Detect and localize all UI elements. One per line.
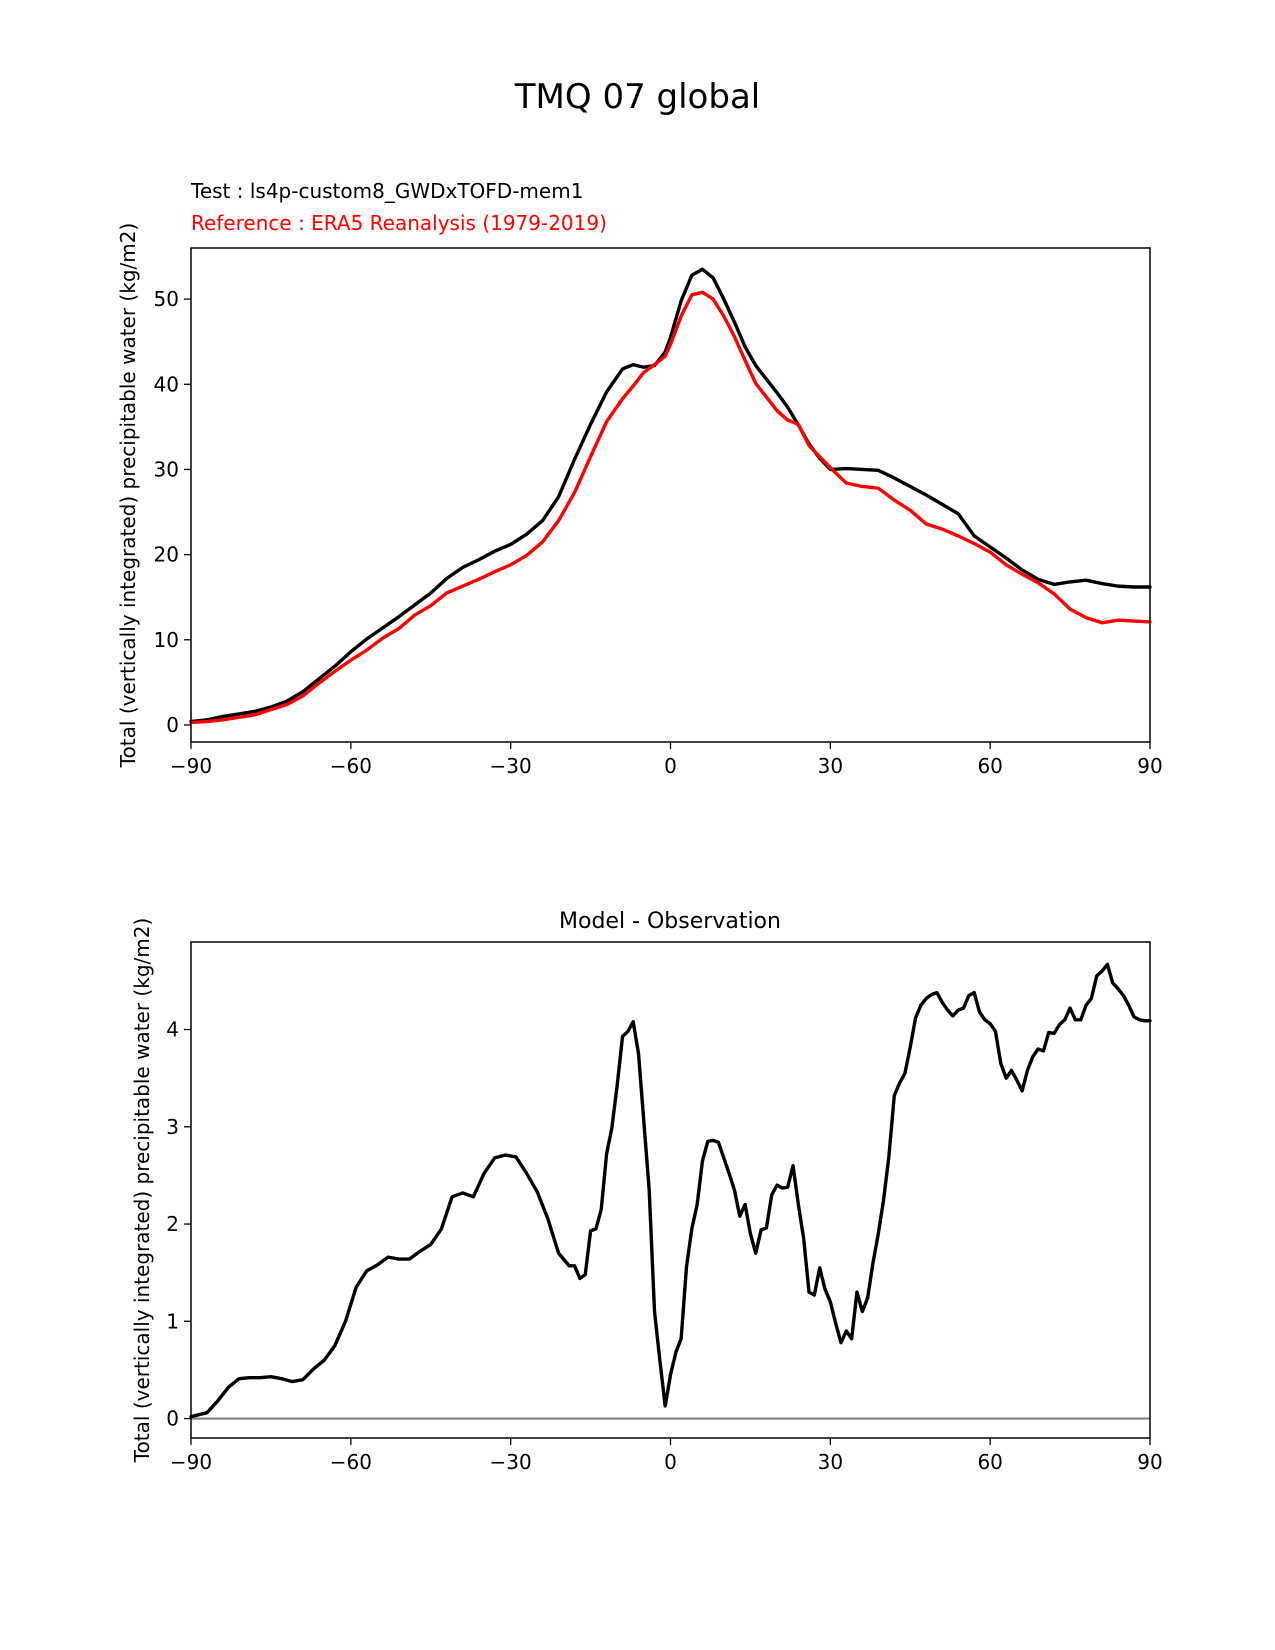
top-y-tick-label: 10 xyxy=(154,628,179,652)
figure-title: TMQ 07 global xyxy=(514,77,760,117)
top-y-axis: 0 10 20 30 40 50 xyxy=(154,287,191,737)
bottom-series-model-observation-line xyxy=(189,962,1152,1419)
bottom-y-tick-label: 0 xyxy=(166,1407,179,1431)
bottom-series-layer xyxy=(189,962,1152,1419)
bottom-y-axis-label: Total (vertically integrated) precipitab… xyxy=(130,918,154,1464)
top-series-layer xyxy=(189,267,1152,725)
top-chart-panel: Test : ls4p-custom8_GWDxTOFD-mem1 Refere… xyxy=(116,179,1163,778)
top-series-test-line xyxy=(189,267,1152,724)
top-x-tick-label: 90 xyxy=(1137,754,1162,778)
top-y-tick-label: 0 xyxy=(166,713,179,737)
top-x-tick-label: −30 xyxy=(490,754,532,778)
top-y-tick-label: 40 xyxy=(154,372,179,396)
bottom-y-tick-label: 1 xyxy=(166,1309,179,1333)
bottom-y-tick-label: 2 xyxy=(166,1212,179,1236)
top-y-tick-label: 20 xyxy=(154,543,179,567)
bottom-x-axis: −90 −60 −30 0 30 60 90 xyxy=(170,1438,1163,1474)
reference-title: Reference : ERA5 Reanalysis (1979-2019) xyxy=(191,211,607,235)
top-x-tick-label: 0 xyxy=(664,754,677,778)
top-x-tick-label: 30 xyxy=(818,754,843,778)
bottom-x-tick-label: 60 xyxy=(977,1450,1002,1474)
top-x-tick-label: −90 xyxy=(170,754,212,778)
top-series-reference-line xyxy=(189,290,1152,725)
top-x-axis: −90 −60 −30 0 30 60 90 xyxy=(170,742,1163,778)
bottom-x-tick-label: −90 xyxy=(170,1450,212,1474)
top-y-tick-label: 30 xyxy=(154,457,179,481)
bottom-x-tick-label: 30 xyxy=(818,1450,843,1474)
bottom-x-tick-label: 0 xyxy=(664,1450,677,1474)
bottom-x-tick-label: −60 xyxy=(330,1450,372,1474)
bottom-y-tick-label: 4 xyxy=(166,1018,179,1042)
top-y-tick-label: 50 xyxy=(154,287,179,311)
bottom-y-tick-label: 3 xyxy=(166,1115,179,1139)
bottom-x-tick-label: 90 xyxy=(1137,1450,1162,1474)
top-y-axis-label: Total (vertically integrated) precipitab… xyxy=(116,223,140,769)
difference-title: Model - Observation xyxy=(559,909,781,934)
top-x-tick-label: 60 xyxy=(977,754,1002,778)
test-title: Test : ls4p-custom8_GWDxTOFD-mem1 xyxy=(190,179,583,203)
top-x-tick-label: −60 xyxy=(330,754,372,778)
bottom-chart-panel: Model - Observation −90 −60 −30 0 30 60 90 0 1 2… xyxy=(130,909,1163,1474)
bottom-y-axis: 0 1 2 3 4 xyxy=(166,1018,191,1431)
bottom-x-tick-label: −30 xyxy=(490,1450,532,1474)
